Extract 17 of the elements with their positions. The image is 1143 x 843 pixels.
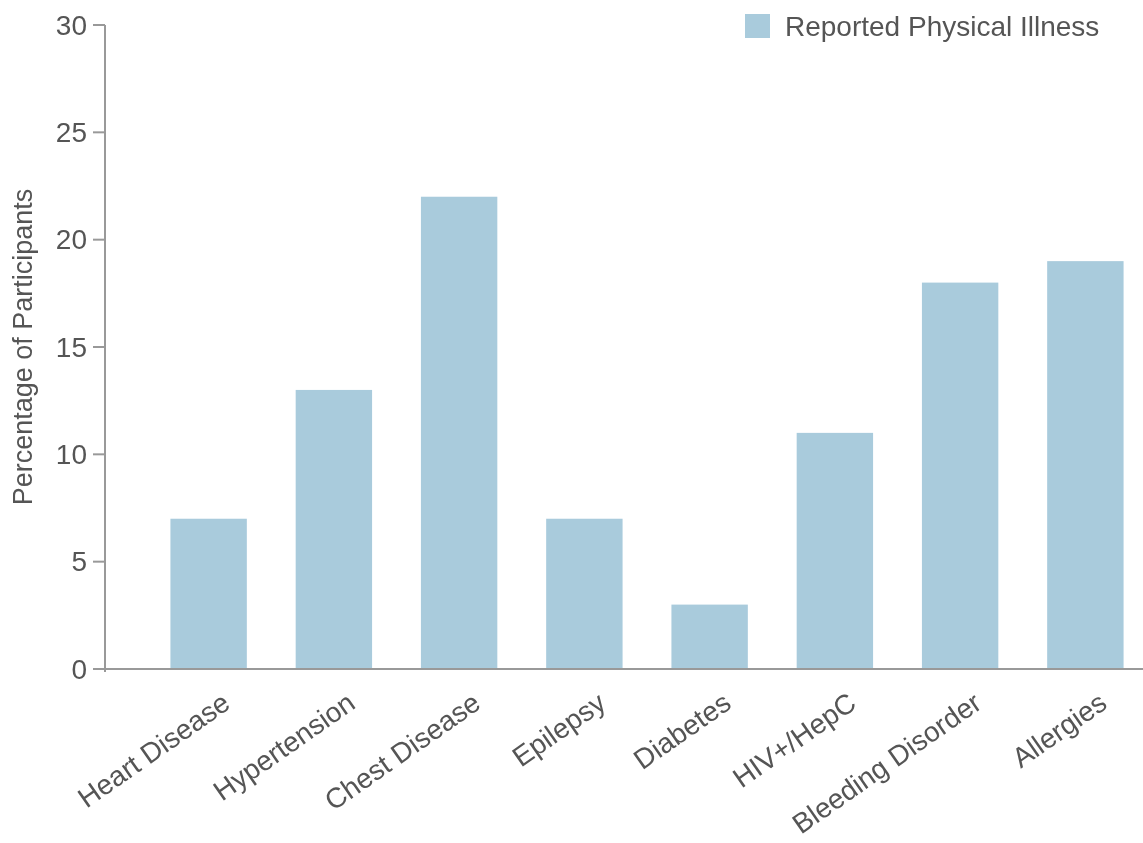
bar [671,604,748,669]
y-tick-label: 25 [55,117,87,149]
y-tick-label: 5 [71,546,87,578]
y-tick-label: 15 [55,331,87,363]
y-tick-label: 0 [71,653,87,685]
bar [420,196,498,669]
legend-label: Reported Physical Illness [785,10,1100,42]
y-tick-label: 10 [55,439,87,471]
bar [921,282,999,669]
bar [796,432,874,669]
y-tick-label: 20 [55,224,87,256]
bar [295,389,373,669]
bar [546,518,623,669]
y-axis-title: Percentage of Participants [8,188,38,506]
bar [1047,261,1124,669]
y-tick-label: 30 [55,9,87,41]
bar [170,518,247,669]
